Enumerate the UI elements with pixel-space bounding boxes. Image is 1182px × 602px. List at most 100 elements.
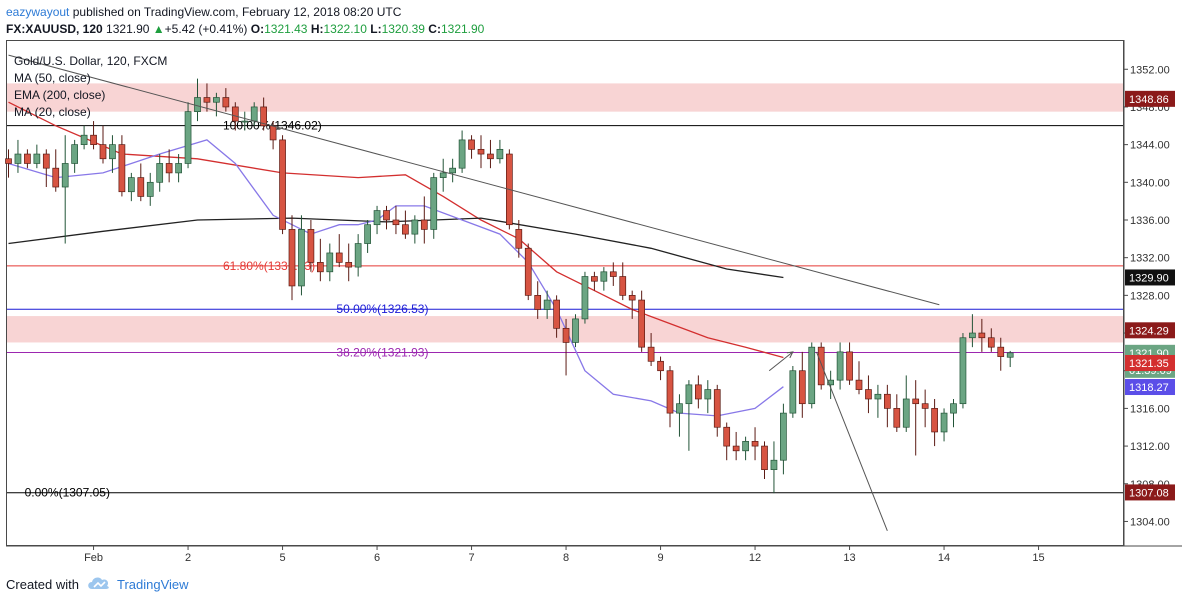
- price-tick-label: 1312.00: [1130, 441, 1170, 453]
- candle-body: [345, 262, 353, 268]
- candle-body: [628, 295, 636, 301]
- candle: [647, 333, 655, 367]
- created-with-text: Created with: [6, 577, 79, 592]
- candle-body: [638, 299, 646, 348]
- candle-body: [751, 441, 759, 447]
- candle-body: [146, 181, 154, 197]
- candle-body: [5, 158, 12, 164]
- candle: [203, 83, 211, 112]
- candle: [959, 333, 967, 409]
- candle: [213, 92, 220, 117]
- candle-body: [619, 276, 627, 296]
- candle: [893, 394, 901, 432]
- candle: [33, 144, 41, 169]
- fib-level-label: 50.00%(1326.53): [336, 302, 428, 316]
- price-label-bg: [1125, 355, 1175, 372]
- candle: [855, 361, 863, 395]
- candle: [638, 290, 646, 352]
- candle: [14, 139, 22, 173]
- candle-body: [128, 177, 135, 193]
- candle: [279, 135, 286, 235]
- candle: [288, 215, 296, 301]
- candle-body: [902, 398, 910, 428]
- chart-footer: Created with TradingView: [0, 566, 1182, 602]
- legend-ema200: EMA (200, close): [14, 88, 105, 102]
- price-tick-label: 1352.00: [1130, 64, 1170, 76]
- candle: [997, 337, 1005, 371]
- candle-body: [572, 318, 579, 343]
- candle: [987, 328, 995, 352]
- high-label: H:: [310, 22, 324, 36]
- candle: [912, 380, 920, 456]
- candle-body: [430, 177, 438, 230]
- candle: [902, 375, 910, 432]
- candle-body: [969, 332, 976, 339]
- price-tick-label: 1340.00: [1130, 177, 1170, 189]
- candle: [666, 366, 674, 428]
- candle-body: [732, 445, 740, 452]
- candle-body: [33, 153, 41, 164]
- projection-arrow[interactable]: [768, 351, 794, 372]
- candle: [874, 384, 882, 418]
- price-chart[interactable]: 100.00%(1346.02)61.80%(1331.13)50.00%(13…: [0, 0, 1182, 566]
- time-tick-label: 5: [279, 552, 285, 564]
- candle-body: [742, 441, 749, 452]
- candle-body: [978, 332, 986, 339]
- price-tick-label: 1336.00: [1130, 215, 1170, 227]
- candle: [184, 102, 192, 169]
- candle: [241, 111, 249, 131]
- candle: [411, 215, 419, 244]
- candle: [383, 205, 390, 230]
- candle: [90, 121, 97, 150]
- trend-line[interactable]: [8, 54, 940, 306]
- time-tick-label: 15: [1032, 552, 1044, 564]
- candle: [940, 408, 948, 442]
- candle: [704, 380, 712, 414]
- indicator-line: [8, 139, 784, 417]
- candle: [307, 219, 315, 272]
- candle-body: [156, 163, 164, 183]
- candle: [742, 436, 749, 461]
- candle-body: [420, 219, 428, 230]
- candle-body: [52, 167, 60, 188]
- candle-body: [657, 360, 664, 372]
- time-tick-label: 2: [185, 552, 191, 564]
- candle: [354, 234, 362, 277]
- candle-body: [855, 379, 863, 390]
- candle-body: [354, 243, 362, 268]
- candle-body: [524, 247, 532, 296]
- candle-body: [109, 144, 116, 160]
- candle-body: [383, 210, 390, 221]
- candle-body: [439, 172, 447, 178]
- candle: [694, 375, 702, 409]
- candle-body: [42, 153, 50, 169]
- candle: [335, 234, 343, 268]
- candle: [921, 389, 929, 428]
- tradingview-link[interactable]: TradingView: [117, 577, 189, 592]
- author-link[interactable]: eazywayout: [6, 5, 70, 19]
- candle-body: [137, 177, 145, 197]
- candle: [80, 125, 88, 150]
- candle: [600, 267, 608, 291]
- candle: [780, 403, 787, 475]
- candle-body: [364, 224, 371, 244]
- candle: [808, 342, 816, 409]
- price-label-bg: [1125, 269, 1175, 286]
- candle-body: [694, 384, 702, 400]
- candle: [657, 356, 664, 381]
- change-text: +5.42 (+0.41%): [164, 22, 248, 36]
- candle-body: [893, 408, 901, 428]
- candle: [723, 422, 731, 461]
- candle-body: [90, 134, 97, 145]
- open-label: O:: [250, 22, 265, 36]
- candle-body: [865, 389, 872, 400]
- price-tick-label: 1316.00: [1130, 403, 1170, 415]
- close-label: C:: [428, 22, 441, 36]
- candle-body: [288, 229, 296, 287]
- candle: [883, 384, 891, 428]
- candle-body: [231, 106, 239, 122]
- candle-body: [477, 148, 485, 155]
- candle: [109, 135, 116, 173]
- triangle-up-icon: ▲: [152, 22, 165, 36]
- projection-down-line[interactable]: [816, 351, 888, 532]
